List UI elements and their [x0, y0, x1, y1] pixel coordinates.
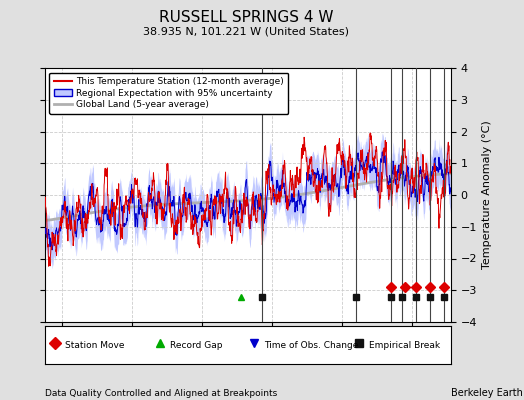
Y-axis label: Temperature Anomaly (°C): Temperature Anomaly (°C) — [483, 121, 493, 269]
Text: Empirical Break: Empirical Break — [369, 340, 441, 350]
Text: RUSSELL SPRINGS 4 W: RUSSELL SPRINGS 4 W — [159, 10, 334, 25]
Text: Data Quality Controlled and Aligned at Breakpoints: Data Quality Controlled and Aligned at B… — [45, 389, 277, 398]
Text: Station Move: Station Move — [65, 340, 124, 350]
Text: 38.935 N, 101.221 W (United States): 38.935 N, 101.221 W (United States) — [143, 26, 350, 36]
Legend: This Temperature Station (12-month average), Regional Expectation with 95% uncer: This Temperature Station (12-month avera… — [49, 72, 288, 114]
Text: Time of Obs. Change: Time of Obs. Change — [264, 340, 358, 350]
Text: Berkeley Earth: Berkeley Earth — [451, 388, 522, 398]
Text: Record Gap: Record Gap — [170, 340, 223, 350]
